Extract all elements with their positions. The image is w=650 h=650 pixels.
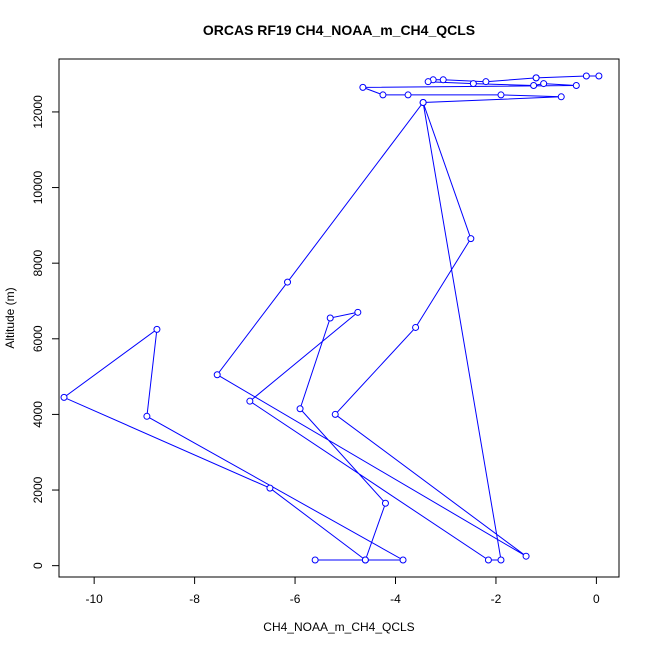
data-point: [522, 552, 530, 560]
data-points: [60, 72, 603, 564]
y-tick-label: 6000: [31, 325, 45, 352]
x-tick-label: -6: [290, 592, 301, 606]
data-point: [439, 76, 447, 84]
data-point: [497, 556, 505, 564]
data-point: [482, 78, 490, 86]
data-point: [381, 499, 389, 507]
data-point: [467, 235, 475, 243]
y-axis: 0 2000 4000 6000 8000 10000 12000: [31, 95, 60, 569]
data-point: [379, 91, 387, 99]
x-axis-label: CH4_NOAA_m_CH4_QCLS: [263, 620, 414, 634]
y-axis-label: Altitude (m): [3, 287, 17, 348]
plot-frame: [58, 58, 620, 578]
data-point: [484, 556, 492, 564]
data-point: [424, 78, 432, 86]
data-point: [284, 278, 292, 286]
data-point: [361, 556, 369, 564]
data-point: [296, 405, 304, 413]
y-tick-label: 0: [31, 562, 45, 569]
x-tick-label: 0: [593, 592, 600, 606]
data-point: [412, 323, 420, 331]
data-point: [595, 72, 603, 80]
data-point: [399, 556, 407, 564]
x-tick-label: -2: [491, 592, 502, 606]
y-tick-label: 10000: [31, 171, 45, 205]
data-point: [497, 91, 505, 99]
y-tick-label: 8000: [31, 250, 45, 277]
data-point: [572, 81, 580, 89]
data-point: [311, 556, 319, 564]
data-point: [246, 397, 254, 405]
data-point: [530, 81, 538, 89]
data-point: [557, 93, 565, 101]
x-tick-label: -10: [85, 592, 103, 606]
data-point: [540, 80, 548, 88]
data-point: [153, 325, 161, 333]
data-point: [331, 410, 339, 418]
data-point: [326, 314, 334, 322]
data-point: [582, 72, 590, 80]
data-point: [532, 74, 540, 82]
y-tick-label: 12000: [31, 95, 45, 129]
data-point: [143, 412, 151, 420]
x-tick-label: -4: [390, 592, 401, 606]
x-axis: -10 -8 -6 -4 -2 0: [85, 576, 600, 606]
data-point: [359, 83, 367, 91]
data-point: [469, 80, 477, 88]
chart-title: ORCAS RF19 CH4_NOAA_m_CH4_QCLS: [203, 22, 475, 38]
data-point: [213, 371, 221, 379]
data-point: [266, 484, 274, 492]
x-tick-label: -8: [189, 592, 200, 606]
data-point: [404, 91, 412, 99]
data-point: [60, 393, 68, 401]
data-point: [419, 98, 427, 106]
y-tick-label: 2000: [31, 476, 45, 503]
data-point: [354, 308, 362, 316]
y-tick-label: 4000: [31, 401, 45, 428]
